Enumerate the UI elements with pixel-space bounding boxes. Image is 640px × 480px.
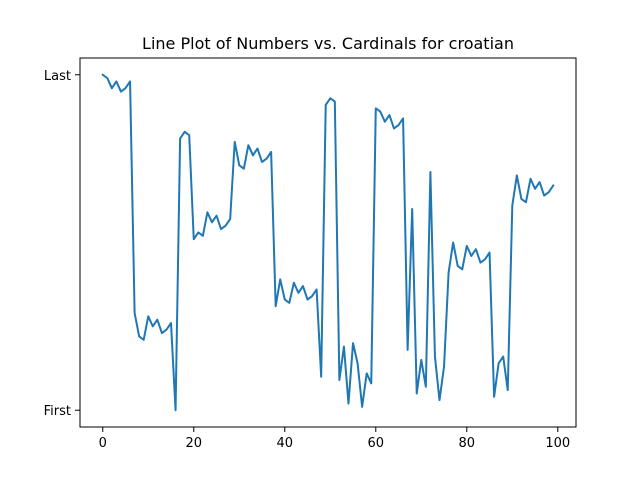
series-line — [101, 73, 555, 412]
x-tick-label: 80 — [459, 436, 476, 451]
plot-area — [101, 73, 555, 412]
axes-frame — [79, 57, 577, 428]
x-tick-label: 20 — [185, 436, 202, 451]
y-tick-label: First — [44, 404, 71, 419]
x-tick-label: 100 — [545, 436, 570, 451]
x-tick-label: 40 — [276, 436, 293, 451]
x-tick-label: 60 — [368, 436, 385, 451]
x-tick-label: 0 — [99, 436, 107, 451]
chart-title: Line Plot of Numbers vs. Cardinals for c… — [142, 34, 514, 53]
y-tick-label: Last — [44, 69, 71, 84]
